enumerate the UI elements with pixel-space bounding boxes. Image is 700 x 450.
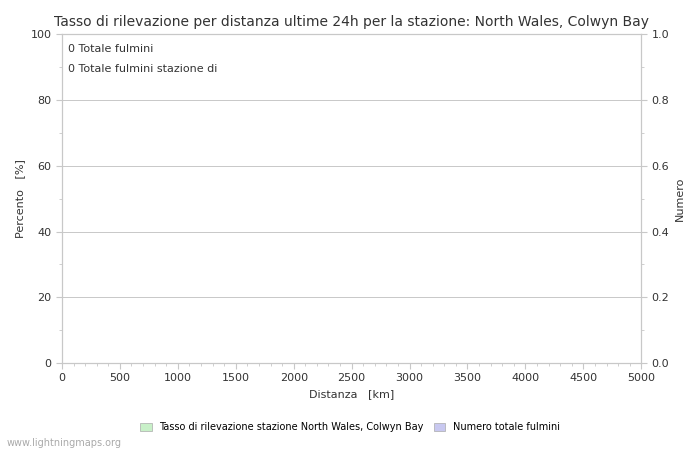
Text: 0 Totale fulmini: 0 Totale fulmini <box>68 44 153 54</box>
Y-axis label: Numero: Numero <box>675 176 685 221</box>
Text: www.lightningmaps.org: www.lightningmaps.org <box>7 438 122 448</box>
Text: 0 Totale fulmini stazione di: 0 Totale fulmini stazione di <box>68 64 217 74</box>
Y-axis label: Percento   [%]: Percento [%] <box>15 159 25 238</box>
X-axis label: Distanza   [km]: Distanza [km] <box>309 389 394 399</box>
Legend: Tasso di rilevazione stazione North Wales, Colwyn Bay, Numero totale fulmini: Tasso di rilevazione stazione North Wale… <box>136 418 564 436</box>
Title: Tasso di rilevazione per distanza ultime 24h per la stazione: North Wales, Colwy: Tasso di rilevazione per distanza ultime… <box>54 15 649 29</box>
